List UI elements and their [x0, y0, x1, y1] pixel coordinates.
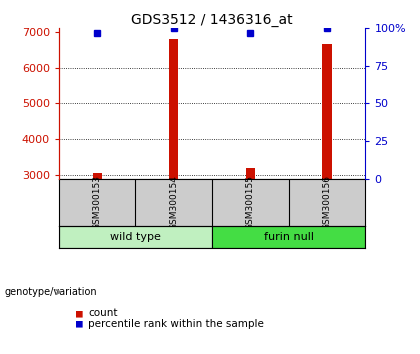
Bar: [246, 168, 255, 179]
Text: GSM300156: GSM300156: [323, 175, 331, 230]
Text: ■: ■: [76, 308, 82, 318]
Text: genotype/variation: genotype/variation: [4, 287, 97, 297]
Text: ■: ■: [76, 319, 82, 329]
Text: GSM300155: GSM300155: [246, 175, 255, 230]
Text: wild type: wild type: [110, 232, 161, 242]
Text: GSM300154: GSM300154: [169, 175, 178, 230]
Text: GSM300153: GSM300153: [93, 175, 102, 230]
Bar: [323, 44, 332, 179]
Title: GDS3512 / 1436316_at: GDS3512 / 1436316_at: [131, 13, 293, 27]
Bar: [59, 226, 212, 248]
Bar: [92, 173, 102, 179]
Bar: [212, 226, 365, 248]
Bar: [169, 39, 178, 179]
Text: furin null: furin null: [264, 232, 314, 242]
Text: count: count: [88, 308, 118, 318]
Text: percentile rank within the sample: percentile rank within the sample: [88, 319, 264, 329]
